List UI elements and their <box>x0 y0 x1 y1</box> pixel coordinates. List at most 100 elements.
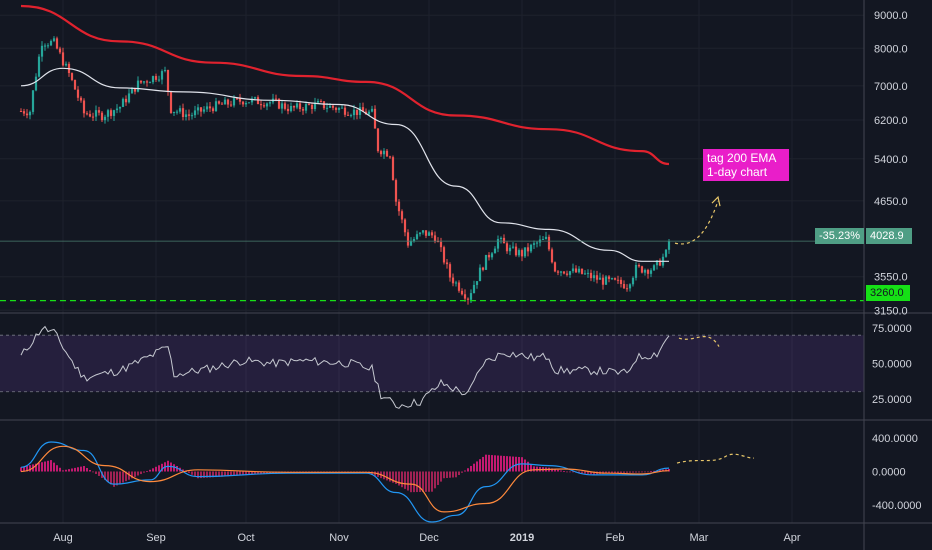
price-tick-label: 3550.0 <box>874 272 908 284</box>
candle-body <box>658 260 662 266</box>
time-tick-label: Oct <box>237 532 254 544</box>
macd-histogram-bar <box>557 469 559 472</box>
candle-body <box>214 101 218 112</box>
candle-body <box>499 237 503 240</box>
candle-body <box>625 288 629 290</box>
candle-body <box>502 237 506 244</box>
macd-histogram-bar <box>116 471 118 486</box>
macd-histogram-bar <box>635 471 637 473</box>
candle-body <box>583 273 587 275</box>
macd-histogram-bar <box>587 471 589 474</box>
rsi-line <box>20 325 670 409</box>
macd-histogram-bar <box>191 471 193 475</box>
macd-histogram-bar <box>419 471 421 492</box>
candle-body <box>568 271 572 275</box>
macd-histogram-bar <box>212 471 214 478</box>
macd-histogram-bar <box>422 471 424 492</box>
macd-histogram-bar <box>173 464 175 472</box>
macd-histogram-bar <box>104 471 106 480</box>
candle-body <box>337 107 341 110</box>
candle-body <box>544 236 548 239</box>
macd-histogram-bar <box>566 471 568 473</box>
macd-histogram-bar <box>113 471 115 487</box>
candle-body <box>34 76 38 91</box>
moving-average-line <box>20 67 669 262</box>
macd-histogram-bar <box>581 471 583 474</box>
candle-body <box>211 108 215 112</box>
candle-body <box>136 80 140 92</box>
macd-histogram-bar <box>638 471 640 473</box>
annotation-note[interactable]: tag 200 EMA 1-day chart <box>703 149 789 181</box>
candle-body <box>121 98 125 107</box>
candle-body <box>610 278 614 280</box>
time-tick-label: Apr <box>783 532 800 544</box>
candle-body <box>427 232 431 236</box>
candle-body <box>181 108 185 118</box>
macd-histogram-bar <box>611 471 613 474</box>
candle-body <box>376 128 380 152</box>
candle-body <box>634 264 638 278</box>
macd-histogram-bar <box>593 471 595 475</box>
candle-body <box>622 284 626 289</box>
macd-histogram-bar <box>647 471 649 473</box>
price-tick-label: 3150.0 <box>874 305 908 317</box>
candle-body <box>340 107 344 109</box>
candle-body <box>547 236 551 250</box>
macd-histogram-bar <box>215 471 217 478</box>
macd-histogram-bar <box>527 461 529 472</box>
candle-body <box>169 91 173 113</box>
candle-body <box>565 273 569 275</box>
candle-body <box>406 232 410 246</box>
candle-body <box>370 108 374 112</box>
macd-histogram-bar <box>392 471 394 483</box>
macd-histogram-bar <box>203 471 205 478</box>
candle-body <box>25 113 29 116</box>
candle-body <box>664 249 668 257</box>
macd-histogram-bar <box>71 468 73 472</box>
macd-histogram-bar <box>449 471 451 478</box>
candle-body <box>649 270 653 274</box>
candle-body <box>40 45 44 57</box>
candle-body <box>541 238 545 240</box>
candle-body <box>241 101 245 105</box>
macd-histogram-bar <box>425 471 427 492</box>
macd-histogram-bar <box>74 467 76 472</box>
macd-histogram-bar <box>236 471 238 476</box>
macd-histogram-bar <box>83 466 85 472</box>
macd-histogram-bar <box>197 471 199 479</box>
macd-histogram-bar <box>515 456 517 472</box>
macd-histogram-bar <box>437 471 439 485</box>
annotation-line-1: tag 200 EMA <box>707 151 777 165</box>
macd-histogram-bar <box>98 471 100 476</box>
candle-body <box>400 211 404 220</box>
price-tick-label: 5400.0 <box>874 154 908 166</box>
macd-histogram-bar <box>143 471 145 473</box>
candle-body <box>151 76 155 83</box>
candle-body <box>484 254 488 270</box>
macd-histogram-bar <box>650 471 652 473</box>
candle-body <box>85 113 89 115</box>
macd-histogram-bar <box>413 471 415 493</box>
candle-body <box>31 90 35 112</box>
macd-histogram-bar <box>506 456 508 472</box>
candle-body <box>517 250 521 256</box>
candle-body <box>247 102 251 104</box>
macd-histogram-bar <box>41 462 43 472</box>
macd-histogram-bar <box>26 465 28 472</box>
time-tick-label: Feb <box>606 532 625 544</box>
candle-body <box>19 111 23 113</box>
candle-body <box>223 99 227 105</box>
candle-body <box>463 294 467 299</box>
candle-body <box>268 102 272 104</box>
candle-body <box>628 284 632 289</box>
candle-body <box>379 151 383 155</box>
candle-body <box>265 103 269 107</box>
macd-histogram-bar <box>563 471 565 473</box>
candle-body <box>460 290 464 295</box>
macd-histogram-bar <box>470 465 472 472</box>
candle-body <box>43 45 47 47</box>
candle-body <box>262 105 266 107</box>
macd-histogram-bar <box>47 460 49 472</box>
candle-body <box>235 98 239 100</box>
time-tick-label: 2019 <box>510 532 534 544</box>
